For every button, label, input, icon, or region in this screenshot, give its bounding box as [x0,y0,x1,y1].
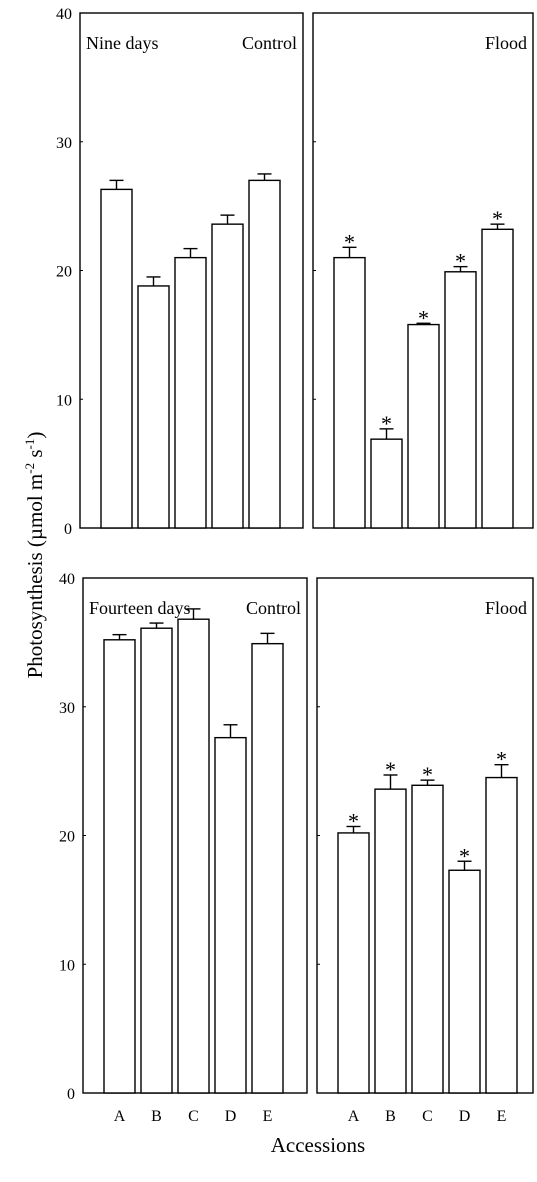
bar-D [211,223,244,529]
significance-marker: * [344,229,355,254]
chart-panel-1: 0 10 20 30 40 Nine days Control [56,6,304,538]
y-tick-label: 0 [64,521,72,538]
significance-marker: * [496,747,507,772]
x-tick-label-D: D [459,1108,471,1125]
bar-E [251,642,284,1094]
significance-marker: * [422,762,433,787]
significance-marker: * [418,305,429,330]
x-tick-label-C: C [188,1108,199,1125]
significance-marker: * [455,249,466,274]
bar-B [374,788,407,1094]
y-axis-label-end: ) [23,432,47,439]
panel-condition-label: Control [246,598,301,618]
significance-marker: * [459,843,470,868]
chart-panel-3: 0 10 20 30 40 Fourteen days Control A B C D E [59,571,308,1125]
significance-marker: * [492,206,503,231]
y-tick-label: 40 [56,6,72,23]
y-axis-label-main: Photosynthesis (µmol m [23,474,47,679]
y-tick-label: 20 [59,829,75,846]
bar-E [485,776,518,1094]
chart-panels: 0 10 20 30 40 Nine days Control Flood * * * * * 0 10 20… [56,6,534,1125]
significance-marker: * [385,757,396,782]
bar-B [140,627,173,1094]
bar-A [333,256,366,529]
panel-row-label: Fourteen days [89,598,190,618]
bar-B [370,438,403,529]
y-axis-label-exp2: -1 [22,439,37,450]
y-tick-label: 10 [59,957,75,974]
y-axis-label-mid: s [23,449,47,462]
x-tick-label-A: A [348,1108,360,1125]
chart-panel-2: Flood * * * * * [312,12,534,529]
y-tick-label: 20 [56,264,72,281]
significance-marker: * [381,411,392,436]
x-tick-label-B: B [385,1108,396,1125]
x-tick-label-B: B [151,1108,162,1125]
bar-A [337,832,370,1094]
chart-panel-4: Flood * A * B * C * D * E [316,577,534,1125]
bar-E [481,228,514,529]
y-axis-label-exp1: -2 [22,463,37,474]
panel-condition-label: Flood [485,598,527,618]
y-tick-label: 0 [67,1086,75,1103]
bar-C [411,784,444,1094]
significance-marker: * [348,808,359,833]
bar-C [174,256,207,529]
x-tick-label-E: E [263,1108,273,1125]
bar-D [448,869,481,1094]
bar-E [248,179,281,529]
panel-condition-label: Flood [485,33,527,53]
y-axis-label: Photosynthesis (µmol m-2 s-1) [22,432,47,679]
bar-D [444,271,477,529]
bar-A [100,188,133,529]
x-tick-label-E: E [497,1108,507,1125]
y-tick-label: 40 [59,571,75,588]
bar-C [177,618,210,1094]
panel-row-label: Nine days [86,33,158,53]
x-tick-label-D: D [225,1108,237,1125]
y-tick-label: 30 [59,700,75,717]
bar-B [137,285,170,529]
bar-A [103,639,136,1094]
y-tick-label: 10 [56,392,72,409]
x-axis-label: Accessions [271,1133,365,1157]
bar-D [214,736,247,1094]
x-tick-label-C: C [422,1108,433,1125]
x-tick-label-A: A [114,1108,126,1125]
y-tick-label: 30 [56,135,72,152]
panel-condition-label: Control [242,33,297,53]
bar-C [407,323,440,529]
